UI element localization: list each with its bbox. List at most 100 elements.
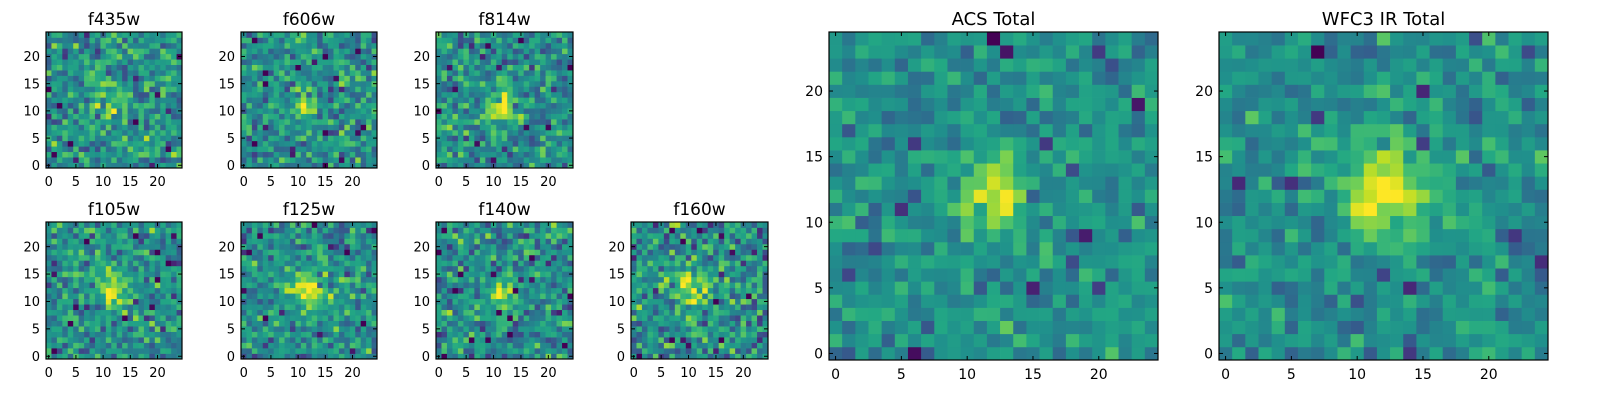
heatmap-cell (855, 216, 869, 229)
heatmap-cell (686, 299, 692, 305)
heatmap-cell (636, 222, 642, 228)
heatmap-cell (339, 97, 345, 103)
heatmap-cell (529, 227, 535, 233)
heatmap-cell (279, 315, 285, 321)
heatmap-cell (252, 81, 258, 87)
heatmap-cell (642, 266, 648, 272)
heatmap-cell (122, 54, 128, 60)
heatmap-cell (122, 244, 128, 250)
heatmap-cell (171, 337, 177, 343)
heatmap-cell (647, 227, 653, 233)
heatmap-cell (1079, 321, 1093, 334)
heatmap-cell (702, 293, 708, 299)
heatmap-cell (680, 238, 686, 244)
heatmap-cell (79, 76, 85, 82)
heatmap-cell (339, 238, 345, 244)
heatmap-cell (664, 326, 670, 332)
heatmap-cell (290, 76, 296, 82)
heatmap-cell (317, 332, 323, 338)
heatmap-cell (529, 260, 535, 266)
heatmap-cell (133, 249, 139, 255)
heatmap-cell (546, 141, 552, 147)
heatmap-cell (441, 59, 447, 65)
heatmap-cell (452, 103, 458, 109)
heatmap-cell (518, 260, 524, 266)
heatmap-cell (241, 266, 247, 272)
heatmap-cell (100, 103, 106, 109)
heatmap-cell (895, 281, 909, 294)
heatmap-cell (535, 124, 541, 130)
heatmap-cell (106, 288, 112, 294)
heatmap-cell (295, 266, 301, 272)
heatmap-cell (1040, 321, 1054, 334)
heatmap-cell (301, 310, 307, 316)
heatmap-cell (458, 37, 464, 43)
heatmap-cell (100, 70, 106, 76)
heatmap-cell (149, 130, 155, 136)
heatmap-cell (557, 152, 563, 158)
heatmap-cell (285, 48, 291, 54)
heatmap-cell (513, 233, 519, 239)
heatmap-cell (546, 233, 552, 239)
heatmap-cell (111, 86, 117, 92)
heatmap-cell (1026, 294, 1040, 307)
heatmap-cell (463, 43, 469, 49)
heatmap-cell (669, 282, 675, 288)
heatmap-cell (496, 266, 502, 272)
heatmap-cell (344, 108, 350, 114)
heatmap-cell (128, 310, 134, 316)
heatmap-cell (62, 146, 68, 152)
heatmap-cell (447, 65, 453, 71)
heatmap-cell (540, 282, 546, 288)
heatmap-cell (79, 293, 85, 299)
heatmap-cell (339, 222, 345, 228)
heatmap-cell (344, 103, 350, 109)
heatmap-cell (757, 343, 763, 349)
heatmap-cell (507, 97, 513, 103)
heatmap-cell (361, 32, 367, 38)
heatmap-cell (317, 326, 323, 332)
heatmap-cell (485, 92, 491, 98)
heatmap-cell (95, 92, 101, 98)
heatmap-cell (524, 114, 530, 120)
heatmap-cell (546, 326, 552, 332)
heatmap-cell (323, 65, 329, 71)
heatmap-cell (117, 37, 123, 43)
heatmap-cell (562, 108, 568, 114)
heatmap-cell (664, 315, 670, 321)
heatmap-cell (317, 157, 323, 163)
heatmap-cell (257, 48, 263, 54)
heatmap-cell (691, 266, 697, 272)
heatmap-cell (895, 268, 909, 281)
heatmap-cell (557, 244, 563, 250)
heatmap-cell (333, 227, 339, 233)
heatmap-cell (317, 227, 323, 233)
heatmap-cell (513, 48, 519, 54)
heatmap-cell (68, 65, 74, 71)
heatmap-cell (855, 255, 869, 268)
heatmap-cell (241, 233, 247, 239)
heatmap-cell (68, 249, 74, 255)
heatmap-cell (480, 108, 486, 114)
heatmap-cell (350, 70, 356, 76)
heatmap-cell (719, 304, 725, 310)
heatmap-cell (138, 119, 144, 125)
heatmap-cell (480, 282, 486, 288)
heatmap-cell (84, 119, 90, 125)
heatmap-cell (263, 332, 269, 338)
heatmap-cell (339, 54, 345, 60)
heatmap-cell (447, 332, 453, 338)
heatmap-cell (73, 277, 79, 283)
heatmap-cell (469, 152, 475, 158)
heatmap-cell (882, 294, 896, 307)
heatmap-cell (51, 282, 57, 288)
heatmap-cell (908, 216, 922, 229)
heatmap-cell (333, 97, 339, 103)
heatmap-cell (868, 334, 882, 347)
heatmap-cell (138, 293, 144, 299)
heatmap-cell (680, 244, 686, 250)
heatmap-cell (469, 103, 475, 109)
heatmap-cell (730, 288, 736, 294)
heatmap-cell (128, 76, 134, 82)
heatmap-cell (1000, 176, 1014, 189)
